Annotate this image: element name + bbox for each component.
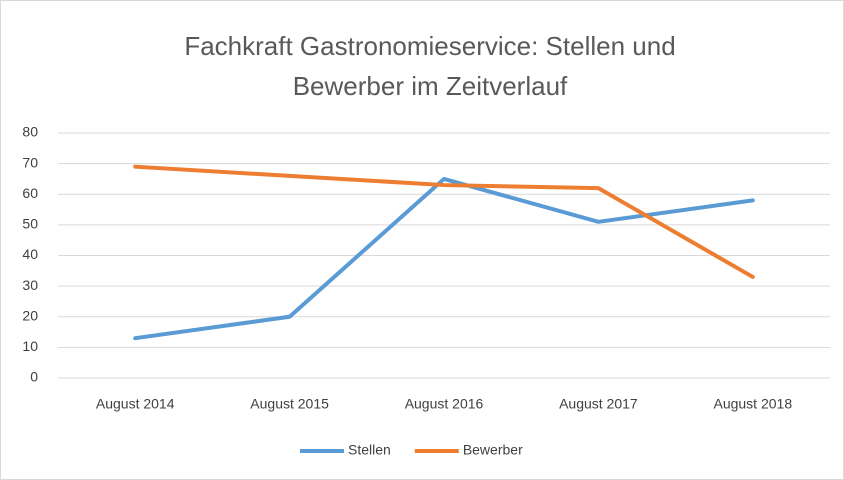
- y-tick-label: 80: [22, 124, 38, 140]
- y-tick-label: 60: [22, 185, 38, 201]
- series-line: [133, 176, 755, 341]
- y-tick-label: 40: [22, 246, 38, 262]
- series-line: [133, 164, 755, 279]
- chart-title: Fachkraft Gastronomieservice: Stellen un…: [184, 31, 676, 101]
- y-tick-label: 0: [30, 369, 38, 385]
- x-tick-label: August 2014: [96, 396, 175, 412]
- y-tick-label: 30: [22, 277, 38, 293]
- legend-label: Bewerber: [463, 442, 523, 458]
- y-tick-label: 50: [22, 216, 38, 232]
- y-tick-label: 10: [22, 338, 38, 354]
- x-tick-label: August 2018: [713, 396, 792, 412]
- x-tick-label: August 2016: [405, 396, 484, 412]
- x-tick-label: August 2015: [250, 396, 329, 412]
- legend-label: Stellen: [348, 442, 391, 458]
- x-tick-label: August 2017: [559, 396, 638, 412]
- y-tick-label: 20: [22, 307, 38, 323]
- y-tick-label: 70: [22, 154, 38, 170]
